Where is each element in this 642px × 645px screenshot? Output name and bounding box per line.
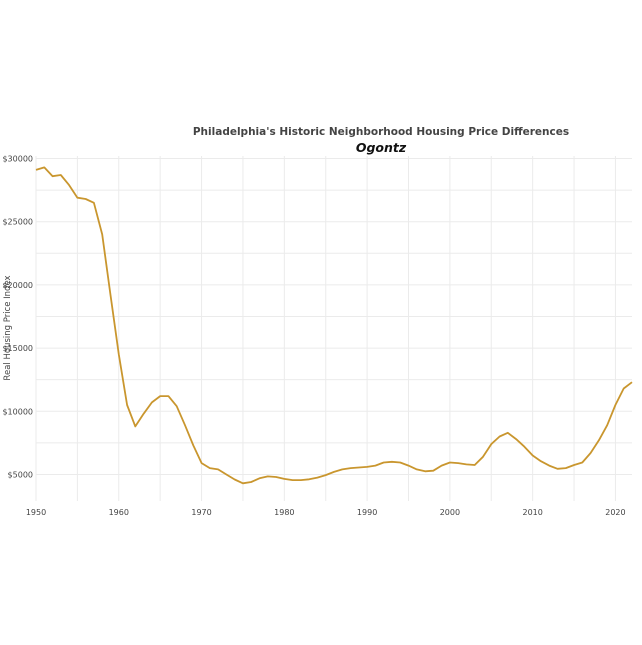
grid-lines xyxy=(35,156,632,501)
x-tick-label: 2000 xyxy=(440,508,460,517)
y-axis-label: Real Housing Price Index xyxy=(3,275,13,380)
series-group xyxy=(35,166,633,485)
y-axis: $5000 $10000 $15000 $20000 $25000 $30000 xyxy=(2,155,33,480)
y-tick-label: $15000 xyxy=(2,344,33,353)
x-tick-label: 1980 xyxy=(274,508,294,517)
x-tick-label: 1990 xyxy=(357,508,377,517)
y-tick-label: $10000 xyxy=(2,407,33,416)
x-tick-label: 2010 xyxy=(522,508,542,517)
x-tick-label: 1960 xyxy=(109,508,129,517)
y-tick-label: $30000 xyxy=(2,155,33,164)
y-tick-label: $25000 xyxy=(2,218,33,227)
chart-subtitle: Ogontz xyxy=(356,140,407,155)
y-tick-label: $5000 xyxy=(8,470,33,479)
x-tick-label: 2020 xyxy=(605,508,625,517)
x-tick-label: 1970 xyxy=(191,508,211,517)
x-tick-label: 1950 xyxy=(26,508,46,517)
chart-title: Philadelphia's Historic Neighborhood Hou… xyxy=(193,126,569,138)
series-line xyxy=(35,166,633,485)
y-tick-label: $20000 xyxy=(2,281,33,290)
x-axis: 1950 1960 1970 1980 1990 2000 2010 2020 xyxy=(26,508,626,517)
